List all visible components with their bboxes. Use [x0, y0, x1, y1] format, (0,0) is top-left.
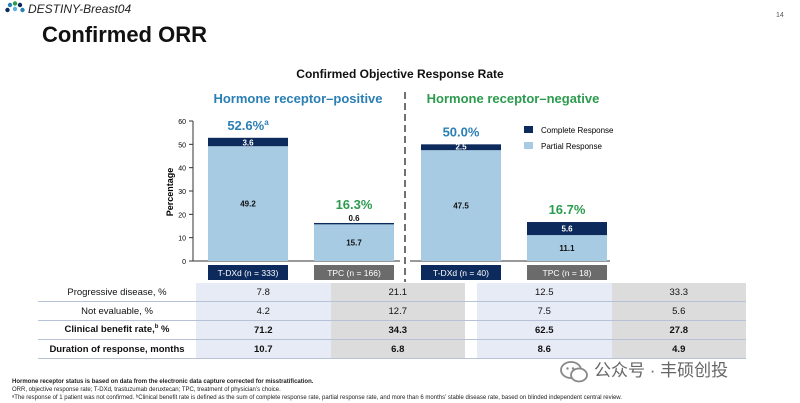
column-gap	[465, 283, 477, 302]
table-row: Duration of response, months 10.7 6.8 8.6 4.…	[38, 339, 746, 359]
page-title: Confirmed ORR	[42, 22, 207, 47]
category-label: TPC (n = 18)	[543, 268, 592, 278]
row-label: Not evaluable, %	[38, 301, 196, 321]
orr-chart: Hormone receptor–positive Hormone recept…	[165, 91, 614, 282]
footnote-definitions: ᵃThe response of 1 patient was not confi…	[12, 395, 622, 401]
category-label: T-DXd (n = 333)	[218, 268, 279, 278]
table-cell: 7.8	[196, 283, 331, 302]
table-cell: 62.5	[477, 320, 612, 340]
table-cell: 34.3	[330, 320, 465, 340]
table-cell: 4.2	[196, 301, 331, 321]
table-cell: 27.8	[611, 320, 746, 340]
footnote-abbreviations: ORR, objective response rate; T-DXd, tra…	[12, 387, 281, 393]
category-label: TPC (n = 166)	[327, 268, 381, 278]
partial-value-label: 11.1	[559, 244, 575, 253]
column-gap	[465, 301, 477, 321]
partial-value-label: 49.2	[240, 200, 256, 209]
table-cell: 33.3	[611, 283, 746, 302]
complete-value-label: 2.5	[455, 143, 467, 152]
total-orr-superscript: a	[264, 118, 269, 127]
table-cell: 12.7	[330, 301, 465, 321]
page-number: 14	[776, 12, 784, 19]
table-cell: 10.7	[196, 339, 331, 359]
category-label-box	[421, 265, 501, 280]
complete-value-label: 5.6	[561, 225, 573, 234]
y-axis-label: Percentage	[165, 168, 175, 217]
column-gap	[465, 320, 477, 340]
bar-complete-response	[421, 144, 501, 151]
table-row: Clinical benefit rate,b % 71.2 34.3 62.5 27.…	[38, 320, 746, 340]
complete-value-label: 0.6	[348, 214, 360, 223]
wechat-watermark: 公众号 · 丰硕创投	[560, 356, 728, 383]
bar-group: 49.2 3.6 52.6%a 15.7 0.6 16.3% 47.5 2.5 50.0% 11.…	[208, 118, 607, 261]
category-label-box	[527, 265, 607, 280]
table-row: Not evaluable, % 4.2 12.7 7.5 5.6	[38, 301, 746, 321]
row-label-superscript: b	[154, 324, 159, 331]
category-label-box	[208, 265, 288, 280]
table-cell: 71.2	[196, 320, 331, 340]
table-cell: 6.8	[330, 339, 465, 359]
table-cell: 4.9	[611, 339, 746, 359]
total-orr-label: 16.7%	[549, 202, 586, 217]
bar-partial-response	[527, 235, 607, 261]
legend-swatch-partial	[524, 142, 533, 149]
y-tick-label: 60	[178, 119, 186, 126]
x-axis-labels: T-DXd (n = 333) TPC (n = 166) T-DXd (n = 4…	[208, 265, 607, 280]
y-tick-label: 50	[178, 142, 186, 149]
destiny-logo-icon	[5, 1, 25, 13]
total-orr-label: 16.3%	[336, 197, 373, 212]
table-cell: 21.1	[330, 283, 465, 302]
row-label: Progressive disease, %	[38, 283, 196, 302]
column-gap	[465, 339, 477, 359]
partial-value-label: 47.5	[453, 202, 469, 211]
row-label: Clinical benefit rate,b %	[38, 320, 196, 340]
bar-complete-response	[314, 222, 394, 225]
bar-partial-response	[314, 224, 394, 261]
y-tick-label: 30	[178, 189, 186, 196]
y-tick-label: 0	[182, 259, 186, 266]
table-cell: 8.6	[477, 339, 612, 359]
category-label: T-DXd (n = 40)	[433, 268, 489, 278]
bar-complete-response	[208, 137, 288, 147]
table-cell: 7.5	[477, 301, 612, 321]
total-orr-label: 50.0%	[443, 124, 480, 139]
footnote-hr-status: Hormone receptor status is based on data…	[12, 379, 314, 385]
category-label-box	[314, 265, 394, 280]
wechat-icon	[560, 360, 588, 382]
row-label: Duration of response, months	[38, 339, 196, 359]
bar-partial-response	[421, 150, 501, 261]
y-tick-label: 10	[178, 236, 186, 243]
bar-partial-response	[208, 146, 288, 261]
partial-value-label: 15.7	[346, 239, 362, 248]
bar-complete-response	[527, 222, 607, 236]
table-cell: 12.5	[477, 283, 612, 302]
legend-label-partial: Partial Response	[541, 142, 602, 151]
table-row: Progressive disease, % 7.8 21.1 12.5 33.3	[38, 283, 746, 302]
complete-value-label: 3.6	[242, 139, 254, 148]
group-heading-negative: Hormone receptor–negative	[427, 91, 600, 106]
y-tick-label: 20	[178, 212, 186, 219]
study-brand: DESTINY-Breast04	[28, 2, 132, 16]
y-tick-label: 40	[178, 166, 186, 173]
outcome-table: Progressive disease, % 7.8 21.1 12.5 33.3 Not…	[38, 283, 746, 359]
group-heading-positive: Hormone receptor–positive	[213, 91, 382, 106]
chart-title: Confirmed Objective Response Rate	[296, 67, 504, 81]
legend: Complete Response Partial Response	[524, 126, 614, 151]
table-cell: 5.6	[611, 301, 746, 321]
watermark-text: 公众号 · 丰硕创投	[594, 361, 729, 380]
total-orr-label: 52.6%a	[227, 118, 269, 133]
legend-swatch-complete	[524, 126, 533, 133]
legend-label-complete: Complete Response	[541, 126, 614, 135]
